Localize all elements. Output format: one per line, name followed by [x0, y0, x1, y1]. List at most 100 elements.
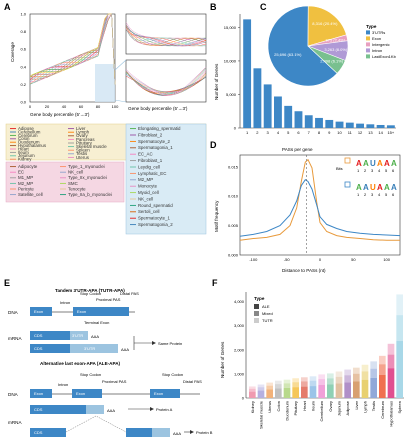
f-bar-segment	[335, 371, 343, 377]
e-ale-cds-1-label: CDS	[34, 407, 43, 412]
inset-line	[125, 67, 207, 95]
tissue-legend-label: Testis	[76, 151, 88, 156]
tissue-legend-label: Duodenum	[18, 140, 40, 145]
e-utr-long-label: 3'UTR	[84, 346, 95, 351]
e-ale-exon-2	[72, 389, 102, 398]
panel-label-c: C	[260, 2, 267, 12]
coverage-line	[29, 13, 116, 85]
motif-ylabel: Bits	[336, 166, 343, 171]
motif-letter: A	[356, 159, 362, 168]
pie-label: 8,316 (20.4%)	[312, 21, 338, 26]
f-bar-segment	[257, 390, 265, 398]
celltype-legend-label: Tenocyte	[68, 186, 86, 191]
pie-slice	[267, 5, 338, 87]
e-ale-intron-label: Intron	[58, 382, 68, 387]
spermatid-legend-label: Lymphatic_EC	[138, 171, 166, 176]
f-xtick: Testis	[371, 401, 376, 411]
motif-letter: A	[391, 183, 397, 192]
f-xtick: Heart	[302, 400, 307, 411]
a-ytick: 0.4	[20, 64, 26, 69]
f-bar-segment	[361, 364, 369, 372]
f-bar-segment	[318, 379, 325, 386]
f-bar-segment	[257, 384, 265, 388]
f-bar-segment	[396, 315, 403, 342]
f-bar-segment	[266, 389, 273, 398]
motif-pos: 4	[378, 168, 381, 173]
f-ytick: 1,000	[234, 371, 245, 376]
b-xtick: 6	[297, 130, 300, 135]
f-xtick: Adipose	[345, 400, 350, 415]
f-bar-segment	[309, 380, 317, 387]
pie-slice	[307, 5, 347, 47]
f-ytick: 2,000	[234, 347, 245, 352]
coverage-line	[29, 13, 116, 85]
f-bar-segment	[327, 378, 334, 385]
coverage-line	[29, 13, 116, 85]
f-bar-segment	[301, 386, 308, 398]
a-xtick: 20	[45, 104, 50, 109]
f-bar-segment	[370, 377, 377, 398]
f-bar-segment	[370, 361, 377, 369]
d-xtick: 100	[383, 257, 390, 262]
b-xtick: 14	[378, 130, 383, 135]
e-protein-b: Protein B	[196, 430, 213, 435]
inset-line	[125, 24, 207, 47]
f-bar-segment	[292, 387, 299, 398]
panel-d: PASs per gene -100 -50 0 50 100 0.000 0.005 0.0…	[214, 147, 401, 273]
motif-pos: 5	[385, 168, 388, 173]
spermatid-legend-label: Myoid_cell	[138, 190, 159, 195]
motif-letter: A	[377, 183, 383, 192]
f-bar-segment	[275, 384, 282, 389]
inset-line	[125, 22, 207, 47]
f-ylabel: Number of Genes	[220, 341, 225, 378]
b-bar	[263, 84, 272, 128]
e-arrow-b	[190, 430, 194, 434]
e-exon-2-label: Exon	[77, 309, 86, 314]
f-xtick: Liver	[354, 400, 359, 409]
tissue-legend-label: Cerebrum	[18, 133, 38, 138]
e-ale-stop-2: Stop Codon	[162, 372, 183, 377]
panel-label-e: E	[4, 278, 10, 288]
a-xlabel-left: Gene body percentile (5'→3')	[30, 112, 90, 117]
motif-letter: A	[363, 183, 369, 192]
e-arrow-1	[152, 341, 156, 345]
e-aaa-1: AAA	[91, 334, 99, 339]
b-xtick: 4	[277, 130, 280, 135]
inset-connector	[114, 59, 127, 103]
a-ytick: 0.8	[20, 29, 26, 34]
tissue-legend-label: Kidney	[18, 157, 32, 162]
celltype-legend-label: Type_1_myonuclei	[68, 164, 105, 169]
f-bar-segment	[301, 377, 308, 382]
pie-slice	[307, 45, 346, 74]
f-xtick: Duodenum	[285, 400, 290, 420]
inset-line	[125, 67, 207, 96]
inset-top-lines	[125, 22, 207, 47]
e-dna-label-1: DNA	[8, 310, 19, 315]
inset-line	[125, 70, 207, 92]
coverage-lines	[29, 13, 116, 85]
d-ytick: 0.010	[228, 194, 239, 199]
e-proximal-pas: Proximal PAS	[96, 297, 121, 302]
panel-label-f: F	[212, 278, 218, 288]
f-bar-segment	[344, 369, 351, 376]
f-xtick: Ovary	[328, 401, 333, 412]
tissue-legend-label: Spleen	[76, 148, 90, 153]
f-bar-segment	[327, 384, 334, 398]
motif-key	[344, 157, 351, 164]
b-bar	[386, 125, 395, 128]
b-xtick: 7	[308, 130, 311, 135]
e-ale-exon-3-label: Exon	[154, 391, 163, 396]
f-bar-segment	[292, 382, 299, 388]
f-xtick: Hypothalamus	[389, 401, 394, 427]
celltype-legend-label: Pericyte	[18, 186, 34, 191]
f-bar-segment	[353, 381, 360, 398]
a-ytick: 0.0	[20, 100, 26, 105]
celltype-legend-label: Type_IIa_b_myonuclei	[68, 192, 112, 197]
inset-line	[125, 24, 207, 47]
tissue-legend-label: Uterus	[76, 155, 90, 160]
f-bar-segment	[309, 386, 317, 398]
f-bar-segment	[266, 382, 273, 386]
inset-line	[125, 74, 207, 96]
